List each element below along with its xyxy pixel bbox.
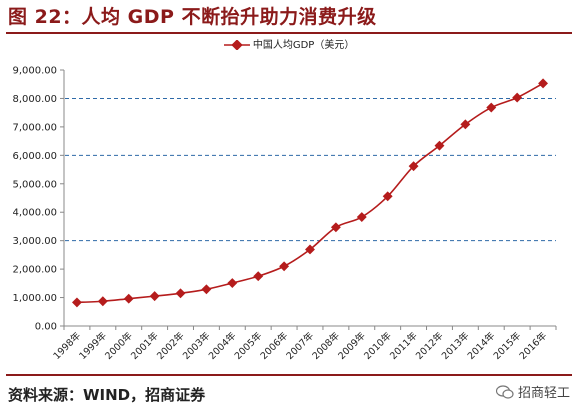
chart-title: 图 22：人均 GDP 不断抬升助力消费升级 [8, 6, 377, 28]
reference-lines [65, 97, 556, 242]
legend: 中国人均GDP（美元） [0, 36, 578, 51]
data-point [71, 297, 82, 308]
x-tick-label: 2008年 [310, 329, 343, 362]
y-tick-label: 7,000.00 [12, 122, 57, 133]
y-tick-label: 5,000.00 [12, 179, 57, 190]
y-tick-label: 9,000.00 [12, 66, 57, 77]
x-tick-label: 2002年 [154, 329, 187, 362]
y-tick-label: 0.00 [35, 322, 57, 333]
x-tick-label: 2014年 [465, 329, 498, 362]
x-tick-label: 2010年 [361, 329, 394, 362]
data-point [279, 261, 290, 272]
y-tick-label: 4,000.00 [12, 208, 57, 219]
x-tick-label: 2003年 [180, 329, 213, 362]
series-points [71, 78, 549, 308]
x-tick-label: 2013年 [439, 329, 472, 362]
data-point [330, 222, 341, 233]
data-point [434, 140, 445, 151]
footer-divider [6, 374, 572, 376]
data-point [201, 284, 212, 295]
x-tick-label: 2004年 [206, 329, 239, 362]
data-point [486, 102, 497, 113]
legend-marker-icon [223, 39, 250, 51]
x-tick-label: 1998年 [51, 329, 84, 362]
data-point [123, 293, 134, 304]
x-tick-label: 2001年 [128, 329, 161, 362]
y-tick-label: 3,000.00 [12, 236, 57, 247]
data-point [149, 291, 160, 302]
x-tick-label: 1999年 [77, 329, 110, 362]
x-tick-label: 2007年 [284, 329, 317, 362]
x-tick-label: 2012年 [413, 329, 446, 362]
data-point [305, 244, 315, 255]
y-tick-label: 8,000.00 [12, 94, 57, 105]
x-axis-ticks: 1998年1999年2000年2001年2002年2003年2004年2005年… [51, 326, 557, 362]
data-point [253, 271, 264, 282]
y-tick-label: 2,000.00 [12, 265, 57, 276]
y-axis-ticks: 0.00 1,000.00 2,000.00 3,000.00 4,000.00 5,00… [12, 66, 64, 333]
data-point [382, 191, 393, 202]
x-tick-label: 2009年 [336, 329, 369, 362]
x-tick-label: 2011年 [387, 329, 420, 362]
y-tick-label: 1,000.00 [12, 293, 57, 304]
wechat-icon [495, 384, 514, 399]
series-path [76, 82, 544, 304]
data-point [356, 212, 367, 223]
data-point [512, 92, 523, 103]
data-point [97, 296, 108, 307]
data-point [538, 78, 549, 89]
y-tick-label: 6,000.00 [12, 151, 57, 162]
title-divider [6, 32, 572, 34]
series-line [76, 82, 544, 304]
x-tick-label: 2006年 [258, 329, 291, 362]
x-tick-label: 2000年 [103, 329, 136, 362]
data-point [408, 161, 419, 172]
brand: 招商轻工 [495, 382, 570, 401]
data-point [175, 288, 186, 299]
axes [63, 70, 556, 327]
data-point [227, 278, 238, 288]
brand-label: 招商轻工 [517, 386, 570, 401]
x-tick-label: 2015年 [491, 329, 524, 362]
legend-label: 中国人均GDP（美元） [252, 40, 355, 51]
x-tick-label: 2005年 [232, 329, 265, 362]
source-note: 资料来源：WIND，招商证券 [8, 386, 206, 404]
x-tick-label: 2016年 [517, 329, 550, 362]
